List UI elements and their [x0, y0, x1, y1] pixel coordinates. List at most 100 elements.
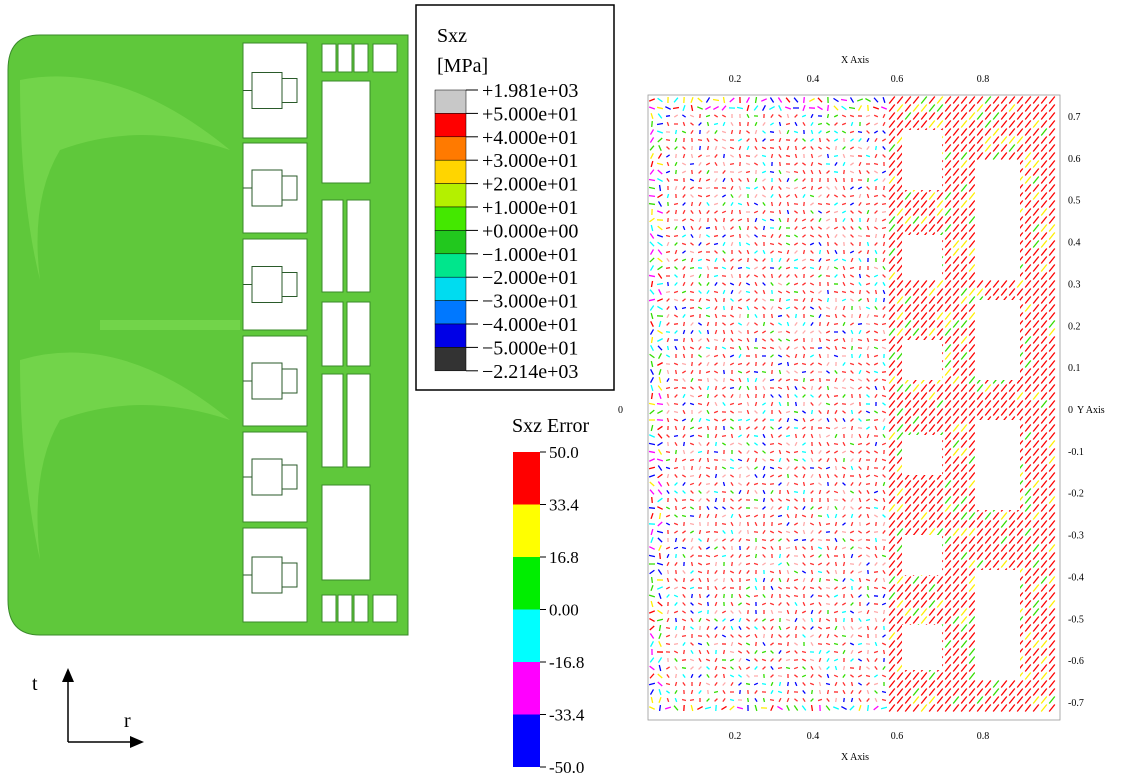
vector-glyph	[747, 306, 749, 310]
vector-glyph	[913, 208, 919, 215]
vector-glyph	[945, 384, 951, 391]
vector-glyph	[993, 384, 999, 391]
vector-glyph	[778, 475, 782, 477]
vector-glyph	[649, 99, 655, 101]
vector-glyph	[787, 314, 790, 317]
vector-glyph	[691, 643, 694, 646]
vector-glyph	[803, 698, 805, 701]
vector-glyph	[667, 490, 669, 493]
vector-glyph	[977, 408, 983, 415]
vector-glyph	[716, 474, 717, 478]
vector-glyph	[961, 312, 967, 319]
vector-glyph	[993, 96, 999, 103]
vector-glyph	[826, 684, 830, 685]
vector-glyph	[826, 347, 829, 349]
vector-glyph	[690, 700, 694, 701]
vector-glyph	[803, 395, 806, 398]
vector-glyph	[715, 251, 718, 254]
vector-glyph	[666, 268, 670, 269]
vector-glyph	[746, 131, 749, 133]
vector-glyph	[913, 424, 919, 431]
vector-glyph	[803, 105, 805, 111]
vector-glyph	[1041, 344, 1047, 351]
vector-glyph	[867, 514, 868, 518]
vector-glyph	[969, 336, 975, 343]
vector-glyph	[762, 147, 766, 148]
vector-glyph	[746, 156, 750, 157]
vector-glyph	[1041, 688, 1047, 695]
vector-glyph	[1025, 384, 1031, 391]
vector-glyph	[794, 412, 798, 413]
vector-glyph	[897, 408, 903, 415]
vector-glyph	[698, 307, 702, 309]
vector-glyph	[748, 530, 749, 534]
legend-swatch	[435, 160, 466, 183]
vector-glyph	[666, 644, 670, 645]
vector-glyph	[675, 442, 677, 445]
vector-glyph	[778, 668, 782, 669]
vector-glyph	[746, 667, 749, 669]
vector-glyph	[699, 210, 700, 214]
x-tick-label: 0.4	[807, 731, 820, 742]
vector-glyph	[667, 370, 668, 374]
vector-glyph	[683, 538, 685, 541]
vector-glyph	[667, 211, 670, 214]
vector-glyph	[929, 200, 935, 207]
vector-glyph	[699, 458, 701, 462]
vector-glyph	[969, 144, 975, 151]
vector-glyph	[945, 504, 951, 511]
vector-glyph	[706, 115, 710, 116]
vector-glyph	[945, 224, 951, 231]
vector-glyph	[945, 264, 951, 271]
vector-glyph	[969, 112, 975, 119]
vector-glyph	[786, 660, 790, 661]
vector-glyph	[723, 354, 725, 358]
vector-glyph	[826, 628, 830, 629]
vector-glyph	[739, 186, 740, 190]
vector-glyph	[1009, 384, 1015, 391]
vector-glyph	[810, 555, 813, 557]
vector-glyph	[843, 674, 845, 677]
vector-glyph	[851, 626, 853, 629]
vector-glyph	[969, 424, 975, 431]
vector-glyph	[715, 666, 716, 670]
vector-glyph	[883, 490, 885, 494]
vector-glyph	[961, 192, 967, 199]
vector-glyph	[691, 611, 694, 614]
y-tick-label: -0.7	[1068, 698, 1084, 709]
vector-glyph	[961, 632, 967, 639]
vector-glyph	[826, 580, 830, 581]
vector-glyph	[787, 178, 789, 182]
vector-glyph	[1041, 560, 1047, 567]
vector-glyph	[969, 440, 975, 447]
vector-glyph	[875, 138, 877, 141]
vector-glyph	[794, 706, 797, 711]
vector-glyph	[913, 704, 919, 711]
vector-glyph	[1049, 400, 1055, 407]
vector-glyph	[666, 628, 670, 629]
vector-glyph	[691, 105, 692, 111]
vector-glyph	[722, 539, 725, 541]
vector-glyph	[811, 162, 812, 166]
vector-glyph	[715, 514, 716, 518]
vector-glyph	[716, 346, 717, 350]
vector-glyph	[754, 532, 758, 533]
vector-glyph	[1025, 656, 1031, 663]
vector-glyph	[667, 242, 669, 246]
vector-glyph	[827, 362, 829, 365]
vector-glyph	[828, 386, 829, 390]
vector-glyph	[682, 364, 686, 365]
vector-glyph	[722, 211, 726, 213]
vector-glyph	[690, 347, 694, 349]
vector-glyph	[779, 346, 781, 349]
vector-glyph	[993, 392, 999, 399]
vector-glyph	[740, 242, 741, 246]
vector-glyph	[811, 642, 813, 645]
vector-glyph	[707, 514, 709, 518]
vector-glyph	[811, 219, 814, 222]
vector-glyph	[804, 202, 805, 206]
vector-glyph	[787, 602, 789, 605]
vector-glyph	[937, 224, 943, 231]
vector-glyph	[722, 316, 726, 317]
vector-glyph	[658, 682, 662, 686]
